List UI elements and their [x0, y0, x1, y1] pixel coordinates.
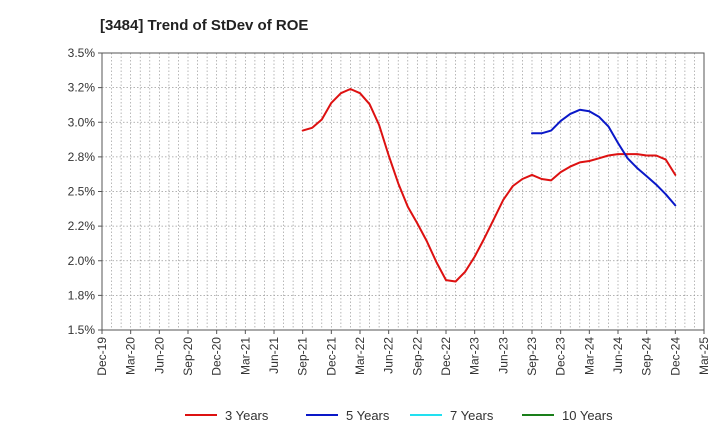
x-tick-label: Dec-21 — [324, 337, 338, 376]
x-tick-label: Mar-21 — [238, 337, 252, 375]
x-tick-label: Dec-22 — [439, 337, 453, 376]
x-tick-label: Mar-25 — [697, 337, 711, 375]
x-tick-label: Sep-20 — [181, 337, 195, 376]
x-tick-label: Mar-22 — [353, 337, 367, 375]
y-tick-label: 1.8% — [68, 288, 96, 302]
plot-area — [101, 52, 705, 331]
y-tick-label: 2.5% — [68, 185, 96, 199]
x-tick-label: Jun-24 — [611, 337, 625, 374]
x-tick-label: Jun-23 — [496, 337, 510, 374]
x-tick-label: Sep-24 — [640, 337, 654, 376]
y-tick-label: 3.0% — [68, 115, 96, 129]
y-tick-label: 2.0% — [68, 254, 96, 268]
y-tick-label: 1.5% — [68, 323, 96, 337]
x-tick-label: Sep-23 — [525, 337, 539, 376]
x-tick-label: Jun-21 — [267, 337, 281, 374]
x-tick-label: Sep-21 — [296, 337, 310, 376]
x-tick-label: Dec-20 — [210, 337, 224, 376]
legend-label-7-years: 7 Years — [450, 408, 494, 423]
x-axis-ticks: Dec-19 Mar-20 Jun-20 Sep-20 Dec-20 Mar-21 Jun-… — [95, 330, 711, 376]
x-tick-label: Mar-24 — [582, 337, 596, 375]
x-tick-label: Jun-20 — [152, 337, 166, 374]
x-tick-label: Jun-22 — [382, 337, 396, 374]
legend-label-3-years: 3 Years — [225, 408, 269, 423]
x-tick-label: Mar-20 — [124, 337, 138, 375]
chart-title: [3484] Trend of StDev of ROE — [100, 17, 308, 34]
x-tick-label: Dec-23 — [554, 337, 568, 376]
y-tick-label: 2.2% — [68, 219, 96, 233]
y-tick-label: 2.8% — [68, 150, 96, 164]
y-axis-ticks: 1.5% 1.8% 2.0% 2.2% 2.5% 2.8% 3.0% 3.2% 3.5% — [68, 46, 102, 337]
legend: 3 Years 5 Years 7 Years 10 Years — [185, 408, 613, 423]
x-tick-label: Dec-19 — [95, 337, 109, 376]
x-tick-label: Dec-24 — [668, 337, 682, 376]
y-tick-label: 3.5% — [68, 46, 96, 60]
y-tick-label: 3.2% — [68, 81, 96, 95]
grid — [102, 53, 704, 330]
series-lines — [301, 88, 677, 283]
legend-label-5-years: 5 Years — [346, 408, 390, 423]
legend-label-10-years: 10 Years — [562, 408, 613, 423]
series-line-3-years — [301, 88, 677, 283]
x-tick-label: Mar-23 — [468, 337, 482, 375]
x-tick-label: Sep-22 — [410, 337, 424, 376]
series-line-5-years — [531, 108, 677, 207]
